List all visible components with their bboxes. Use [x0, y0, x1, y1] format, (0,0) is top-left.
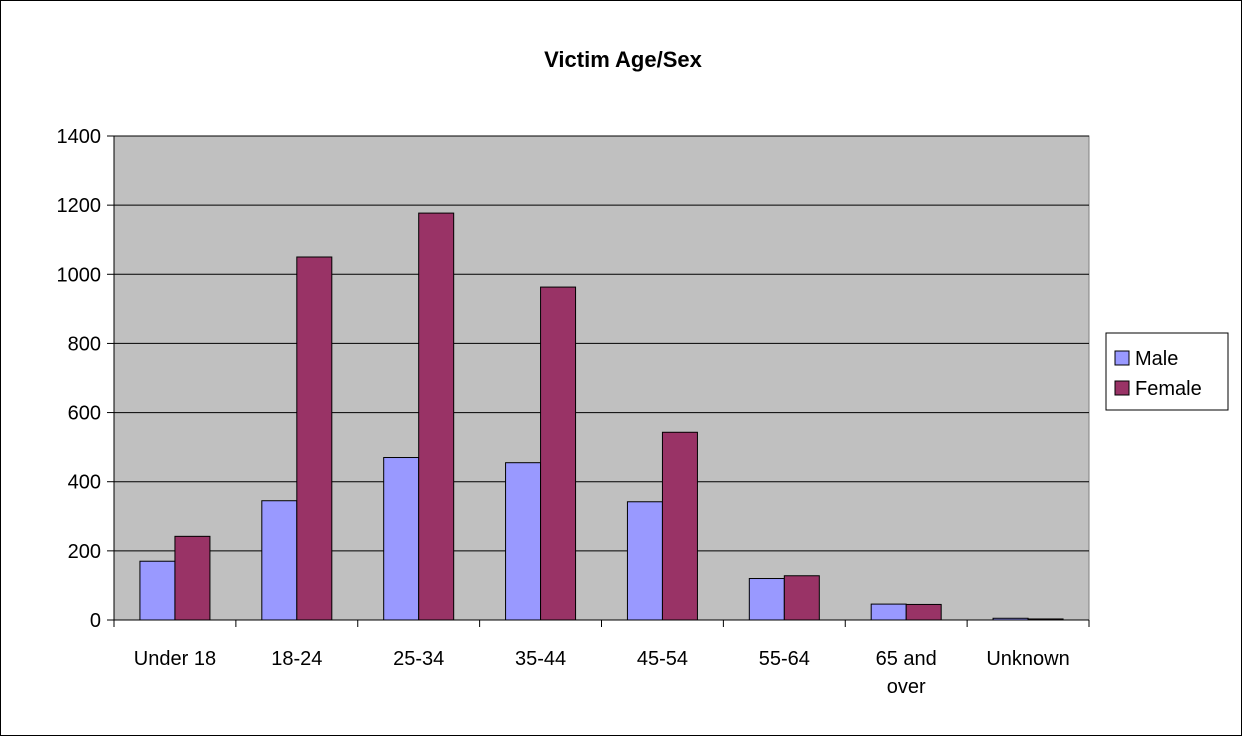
- legend-swatch-female: [1114, 380, 1130, 396]
- bar-male-4: [626, 501, 663, 621]
- y-tick-label: 400: [68, 472, 101, 494]
- bar-female-0: [174, 535, 211, 621]
- x-tick-label: Under 18: [134, 648, 216, 670]
- bar-female-3: [540, 286, 577, 621]
- bar-male-1: [261, 500, 298, 621]
- y-tick-label: 1000: [57, 264, 102, 286]
- bar-male-6: [870, 603, 907, 621]
- legend-box: [1105, 332, 1229, 411]
- bar-female-6: [905, 603, 942, 621]
- x-tick-label: 55-64: [759, 648, 810, 670]
- x-tick-label: Unknown: [986, 648, 1069, 670]
- bar-male-0: [139, 560, 176, 621]
- plot-background: [113, 135, 1090, 621]
- x-tick-label: 18-24: [271, 648, 322, 670]
- y-tick-label: 1200: [57, 195, 102, 217]
- plot-area: 0 200 400 600 800 1000 1200 1400 Under 18 18-24 25…: [57, 126, 1090, 698]
- y-tick-label: 200: [68, 541, 101, 563]
- legend: Male Female: [1105, 332, 1229, 411]
- legend-swatch-male: [1114, 350, 1130, 366]
- legend-label-female: Female: [1135, 378, 1202, 400]
- bar-male-3: [505, 462, 542, 621]
- bar-female-5: [783, 575, 820, 621]
- x-tick-label: 25-34: [393, 648, 444, 670]
- y-tick-label: 1400: [57, 126, 102, 148]
- bar-male-2: [383, 457, 420, 621]
- legend-label-male: Male: [1135, 348, 1178, 370]
- x-tick-label: 65 and over: [876, 648, 937, 698]
- bar-female-4: [661, 431, 698, 621]
- x-tick-label: 45-54: [637, 648, 688, 670]
- x-tick-label: 35-44: [515, 648, 566, 670]
- bar-female-1: [296, 256, 333, 621]
- y-tick-label: 600: [68, 403, 101, 425]
- bar-male-5: [748, 578, 785, 621]
- bar-female-2: [418, 212, 455, 621]
- y-tick-label: 800: [68, 333, 101, 355]
- chart-title: Victim Age/Sex: [544, 47, 703, 72]
- y-tick-label: 0: [90, 610, 101, 632]
